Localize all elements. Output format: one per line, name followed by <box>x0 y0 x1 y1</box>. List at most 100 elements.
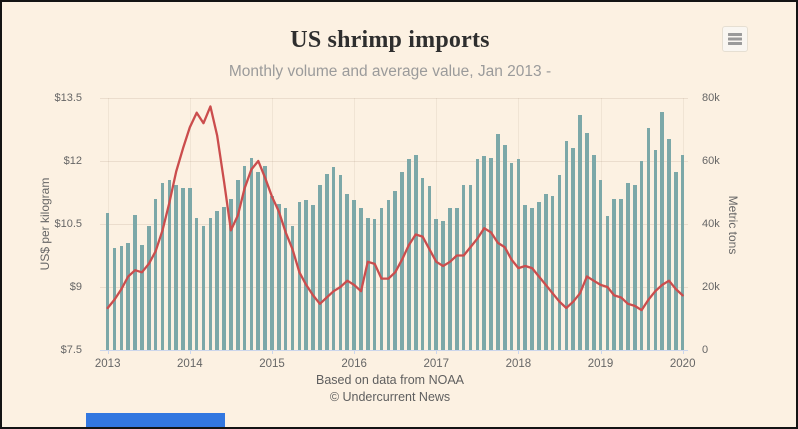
volume-bar[interactable] <box>660 112 664 350</box>
volume-bar[interactable] <box>345 194 350 350</box>
volume-bar[interactable] <box>366 217 370 350</box>
volume-bar[interactable] <box>667 138 671 350</box>
volume-bar[interactable] <box>283 208 288 350</box>
volume-bar[interactable] <box>441 220 445 350</box>
volume-bar[interactable] <box>653 150 658 350</box>
volume-bar[interactable] <box>235 179 240 350</box>
volume-bar[interactable] <box>249 157 254 350</box>
left-axis-tick-label: $13.5 <box>54 92 82 104</box>
volume-bar[interactable] <box>646 127 651 350</box>
volume-bar[interactable] <box>598 179 603 350</box>
volume-bar[interactable] <box>482 156 486 350</box>
volume-bar[interactable] <box>318 184 322 350</box>
volume-bar[interactable] <box>201 225 206 350</box>
volume-bar[interactable] <box>516 159 521 350</box>
right-axis-tick-label: 40k <box>702 218 720 230</box>
x-axis-tick <box>436 350 438 354</box>
x-axis-year-label: 2017 <box>423 358 450 370</box>
volume-bar[interactable] <box>543 194 548 350</box>
volume-bar[interactable] <box>208 217 213 350</box>
x-axis-year-label: 2018 <box>505 358 532 370</box>
volume-bar[interactable] <box>468 184 473 350</box>
volume-bar[interactable] <box>229 198 233 350</box>
volume-bar[interactable] <box>413 154 418 350</box>
volume-bar[interactable] <box>160 183 165 350</box>
volume-bar[interactable] <box>222 206 226 350</box>
volume-bar[interactable] <box>420 178 425 350</box>
x-axis-tick <box>189 350 191 354</box>
context-menu-button[interactable] <box>722 26 748 52</box>
volume-bar[interactable] <box>475 159 480 350</box>
volume-bar[interactable] <box>105 213 110 350</box>
hamburger-icon <box>728 33 742 45</box>
volume-bar[interactable] <box>455 208 459 350</box>
volume-bar[interactable] <box>188 187 192 350</box>
volume-bar[interactable] <box>338 175 343 350</box>
volume-bar[interactable] <box>557 175 562 350</box>
x-axis-year-label: 2020 <box>669 358 696 370</box>
x-axis-year-label: 2013 <box>94 358 121 370</box>
volume-bar[interactable] <box>297 201 302 350</box>
volume-bar[interactable] <box>277 203 281 350</box>
volume-bar[interactable] <box>448 208 452 350</box>
x-axis-tick <box>518 350 520 354</box>
volume-bar[interactable] <box>612 198 617 350</box>
volume-bar[interactable] <box>194 217 199 350</box>
volume-bar[interactable] <box>407 159 411 350</box>
volume-bar[interactable] <box>324 173 329 350</box>
volume-bar[interactable] <box>632 184 637 350</box>
h-gridline <box>100 350 688 351</box>
volume-bar[interactable] <box>571 148 575 350</box>
volume-bar[interactable] <box>639 161 644 350</box>
volume-bar[interactable] <box>126 242 131 350</box>
volume-bar[interactable] <box>242 165 247 350</box>
volume-bar[interactable] <box>352 200 356 350</box>
volume-bar[interactable] <box>133 214 137 350</box>
x-axis-tick <box>107 350 109 354</box>
volume-bar[interactable] <box>489 157 493 350</box>
volume-bar[interactable] <box>359 208 363 350</box>
volume-bar[interactable] <box>270 195 274 350</box>
volume-bar[interactable] <box>119 246 124 350</box>
volume-bar[interactable] <box>619 198 623 350</box>
volume-bar[interactable] <box>674 172 678 350</box>
volume-bar[interactable] <box>626 183 630 350</box>
volume-bar[interactable] <box>167 179 172 350</box>
volume-bar[interactable] <box>256 172 261 350</box>
volume-bar[interactable] <box>523 205 528 350</box>
volume-bar[interactable] <box>311 205 315 350</box>
x-axis-tick <box>600 350 602 354</box>
volume-bar[interactable] <box>140 244 144 350</box>
left-axis-tick-label: $12 <box>63 155 82 167</box>
chart-title: US shrimp imports <box>290 27 490 53</box>
volume-bar[interactable] <box>434 219 439 350</box>
volume-bar[interactable] <box>263 165 267 350</box>
volume-bar[interactable] <box>591 154 596 350</box>
x-axis-year-label: 2015 <box>259 358 285 370</box>
volume-bar[interactable] <box>605 216 610 350</box>
x-axis-year-label: 2019 <box>587 358 614 370</box>
volume-bar[interactable] <box>372 219 377 350</box>
volume-bar[interactable] <box>509 162 514 350</box>
volume-bar[interactable] <box>146 225 151 350</box>
volume-bar[interactable] <box>680 154 685 350</box>
volume-bar[interactable] <box>550 195 555 350</box>
volume-bar[interactable] <box>427 186 432 350</box>
volume-bar[interactable] <box>461 184 466 350</box>
chart-subtitle: Monthly volume and average value, Jan 20… <box>228 63 552 80</box>
volume-bar[interactable] <box>331 167 336 350</box>
volume-bar[interactable] <box>578 115 582 350</box>
volume-bar[interactable] <box>153 198 158 350</box>
right-axis-tick-label: 0 <box>702 344 709 356</box>
h-gridline <box>100 161 688 162</box>
volume-bar[interactable] <box>564 140 569 350</box>
volume-bar[interactable] <box>585 132 589 350</box>
price-line[interactable] <box>100 98 688 350</box>
volume-bar[interactable] <box>530 208 534 350</box>
volume-bar[interactable] <box>215 211 220 350</box>
volume-bar[interactable] <box>181 187 185 350</box>
volume-bar[interactable] <box>290 225 295 350</box>
volume-bar[interactable] <box>174 184 178 350</box>
volume-bar[interactable] <box>304 200 308 350</box>
volume-bar[interactable] <box>386 200 391 350</box>
